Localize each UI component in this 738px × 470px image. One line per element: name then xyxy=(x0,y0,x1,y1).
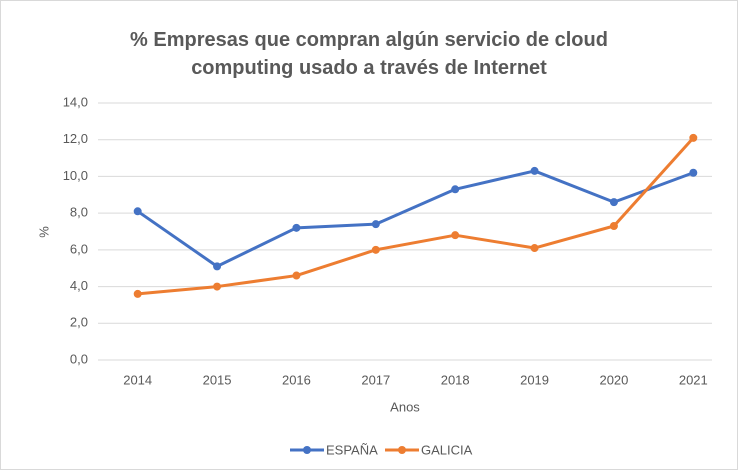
data-point xyxy=(530,244,539,253)
data-point xyxy=(609,198,618,207)
x-tick-label: 2015 xyxy=(203,372,232,387)
y-tick-label: 10,0 xyxy=(63,168,88,183)
legend-label: GALICIA xyxy=(421,442,473,457)
y-tick-label: 14,0 xyxy=(63,94,88,109)
data-point xyxy=(451,185,460,194)
x-tick-label: 2019 xyxy=(520,372,549,387)
x-tick-label: 2018 xyxy=(441,372,470,387)
legend-marker xyxy=(303,446,311,454)
series-line xyxy=(136,169,694,268)
chart-title: % Empresas que compran algún servicio de… xyxy=(130,29,608,79)
data-point xyxy=(371,245,380,254)
legend-marker xyxy=(398,446,406,454)
x-tick-label: 2020 xyxy=(599,372,628,387)
data-point xyxy=(213,282,222,291)
data-point xyxy=(133,289,142,298)
data-point xyxy=(133,207,142,216)
series-line xyxy=(137,136,695,296)
x-axis-label: Anos xyxy=(390,399,420,414)
y-tick-label: 6,0 xyxy=(70,241,88,256)
data-point xyxy=(689,133,698,142)
y-tick-label: 12,0 xyxy=(63,131,88,146)
y-tick-label: 4,0 xyxy=(70,278,88,293)
x-tick-label: 2021 xyxy=(679,372,708,387)
y-tick-label: 8,0 xyxy=(70,205,88,220)
data-point xyxy=(451,231,460,240)
y-tick-label: 0,0 xyxy=(70,351,88,366)
data-point xyxy=(292,271,301,280)
data-point xyxy=(292,223,301,232)
data-point xyxy=(213,262,222,271)
x-tick-label: 2017 xyxy=(361,372,390,387)
data-point xyxy=(371,220,380,229)
data-point xyxy=(530,166,539,175)
y-tick-label: 2,0 xyxy=(70,315,88,330)
data-point xyxy=(689,168,698,177)
y-axis-label: % xyxy=(36,226,51,238)
x-tick-label: 2014 xyxy=(123,372,152,387)
legend-label: ESPAÑA xyxy=(326,442,378,457)
data-point xyxy=(609,221,618,230)
x-tick-label: 2016 xyxy=(282,372,311,387)
